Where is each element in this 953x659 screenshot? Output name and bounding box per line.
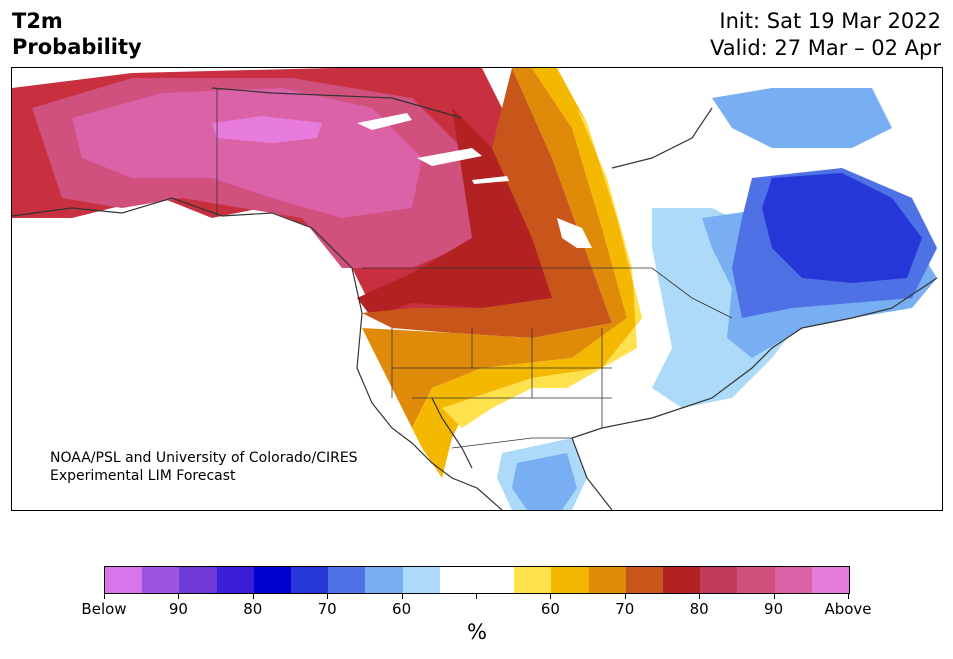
colorbar-tick (401, 593, 403, 599)
colorbar-cell (700, 567, 738, 593)
colorbar-cell (477, 567, 515, 593)
colorbar-cell (774, 567, 812, 593)
map-fill-mexico-blue-inner (512, 453, 577, 510)
chart-title: T2m Probability (12, 8, 142, 60)
colorbar-cell (551, 567, 589, 593)
colorbar-tick (178, 593, 180, 599)
colorbar-tick-label: 80 (689, 600, 709, 618)
colorbar-tick (476, 593, 477, 599)
colorbar-cell (625, 567, 664, 593)
map-fill-orange-warm (362, 68, 627, 428)
colorbar-cell (588, 567, 626, 593)
colorbar-tick-label: 70 (317, 600, 337, 618)
probability-map (12, 68, 938, 510)
map-fill-gold-warm (412, 68, 642, 478)
coastlines (12, 87, 938, 510)
borders (216, 88, 733, 449)
colorbar-unit: % (467, 620, 487, 644)
colorbar (104, 566, 850, 594)
colorbar-cell (514, 567, 552, 593)
colorbar-tick (624, 593, 626, 599)
map-fill-greenland-blue (712, 88, 892, 148)
map-fill-rust-warm (362, 68, 612, 338)
colorbar-cell (737, 567, 775, 593)
colorbar-tick (773, 593, 775, 599)
credit-line-2: Experimental LIM Forecast (50, 468, 236, 484)
colorbar-cell (365, 567, 403, 593)
map-credit: NOAA/PSL and University of Colorado/CIRE… (50, 449, 358, 485)
colorbar-cell (142, 567, 180, 593)
colorbar-tick (104, 593, 105, 599)
colorbar-tick (252, 593, 254, 599)
colorbar-cell (291, 567, 329, 593)
forecast-dates: Init: Sat 19 Mar 2022 Valid: 27 Mar – 02… (710, 8, 941, 62)
colorbar-cell (253, 567, 292, 593)
colorbar-cell (811, 567, 850, 593)
colorbar-tick-label: Below (81, 600, 127, 618)
lakes (357, 113, 592, 248)
colorbar-tick-label: Above (824, 600, 872, 618)
colorbar-cell (105, 567, 143, 593)
valid-range: Valid: 27 Mar – 02 Apr (710, 36, 941, 60)
colorbar-cell (179, 567, 217, 593)
title-line-2: Probability (12, 35, 142, 59)
colorbar-tick-label: 90 (168, 600, 188, 618)
map-fill-darkred-warm (357, 108, 552, 318)
colorbar-tick (550, 593, 552, 599)
colorbar-tick (848, 593, 849, 599)
colorbar-cell (402, 567, 440, 593)
colorbar-cell (216, 567, 254, 593)
map-fill-deepblue-cool (762, 173, 922, 283)
map-fill-violet-warm (212, 116, 322, 143)
colorbar-cell (328, 567, 366, 593)
map-panel: NOAA/PSL and University of Colorado/CIRE… (11, 67, 943, 511)
colorbar-tick-label: 60 (392, 600, 412, 618)
colorbar-tick-label: 80 (243, 600, 263, 618)
map-fill-magenta-warm (72, 88, 422, 218)
colorbar-tick-label: 70 (615, 600, 635, 618)
colorbar-cell (663, 567, 701, 593)
init-date: Init: Sat 19 Mar 2022 (719, 9, 941, 33)
colorbar-tick (327, 593, 329, 599)
credit-line-1: NOAA/PSL and University of Colorado/CIRE… (50, 450, 358, 466)
colorbar-ticks (104, 593, 850, 603)
colorbar-cell (439, 567, 478, 593)
colorbar-tick (699, 593, 701, 599)
title-line-1: T2m (12, 9, 63, 33)
colorbar-tick-label: 60 (540, 600, 560, 618)
colorbar-tick-label: 90 (764, 600, 784, 618)
